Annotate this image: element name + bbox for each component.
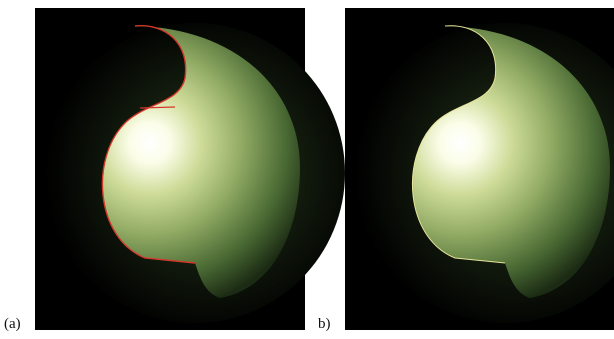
panel-label: (a) (4, 316, 21, 332)
figure: (a) b) (0, 0, 614, 339)
panel-b (345, 8, 614, 330)
panel-a (35, 8, 345, 330)
panel-label: b) (318, 316, 331, 332)
